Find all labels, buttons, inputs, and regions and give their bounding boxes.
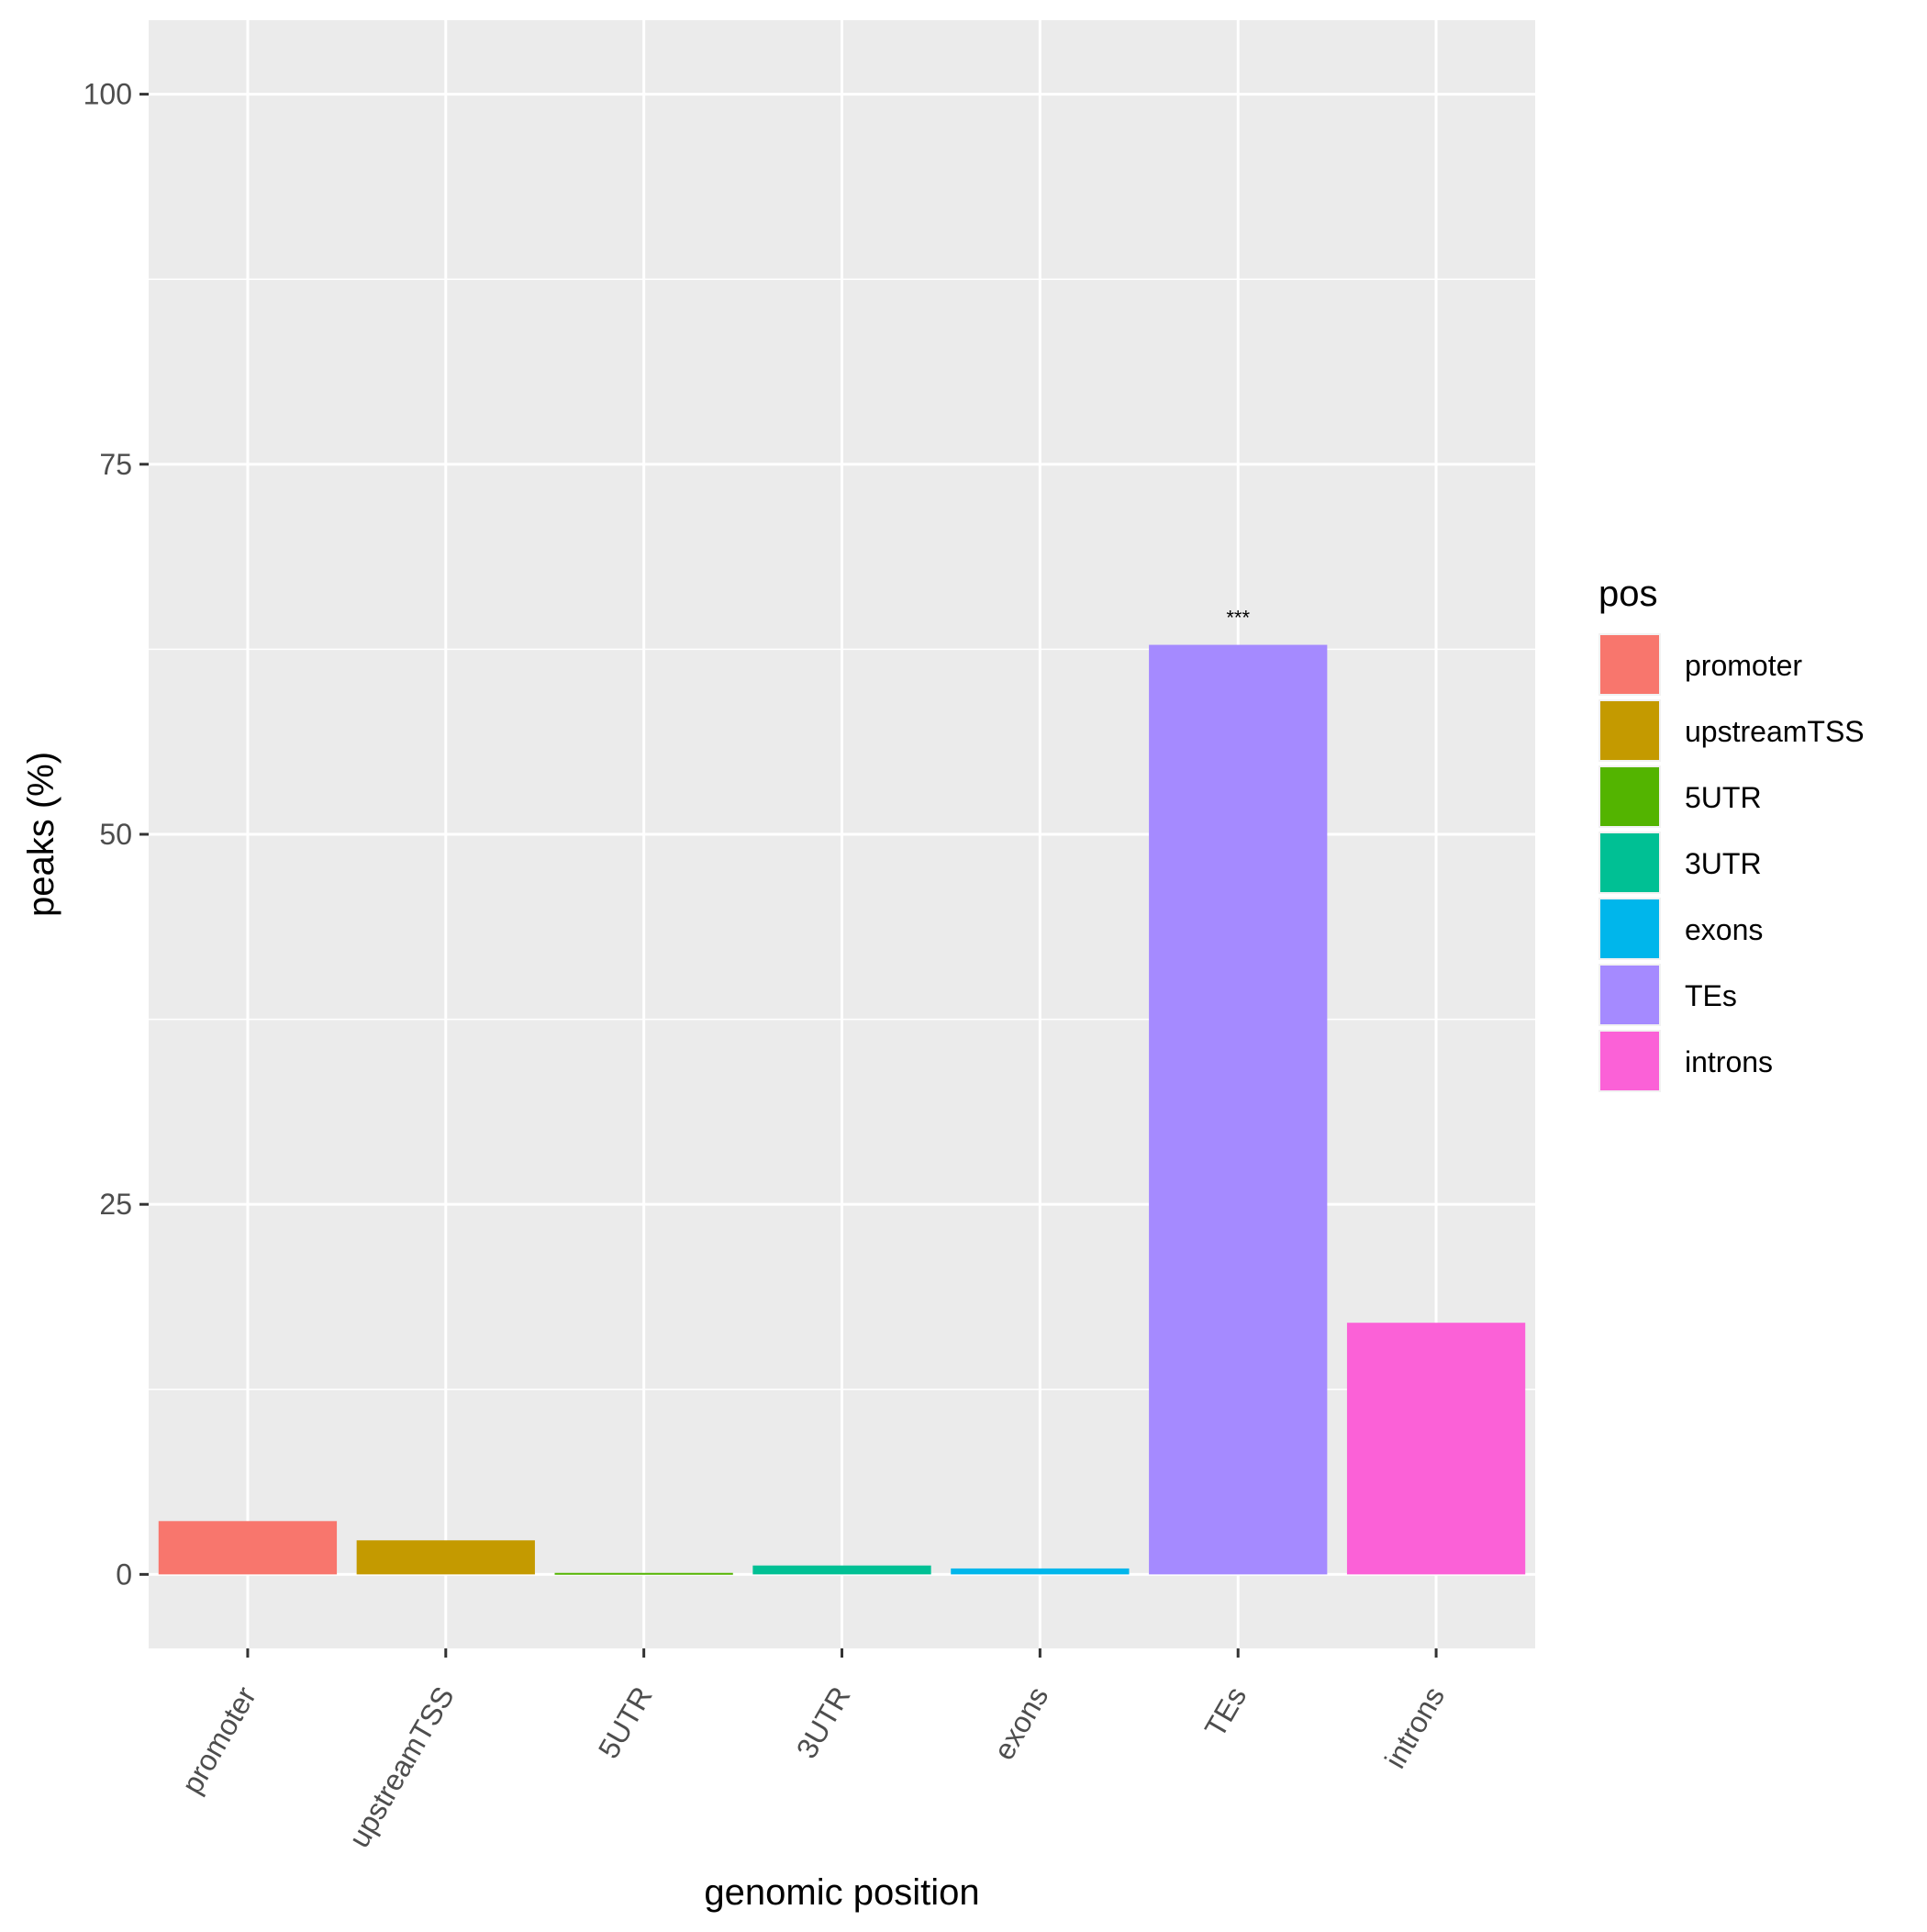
x-tick-label: TEs bbox=[1198, 1681, 1253, 1743]
bar-promoter bbox=[158, 1521, 338, 1575]
bar-TEs bbox=[1149, 644, 1328, 1575]
legend-swatch-exons bbox=[1600, 899, 1659, 958]
y-tick-label: 50 bbox=[99, 818, 132, 851]
legend-swatch-upstreamTSS bbox=[1600, 701, 1659, 760]
legend-label: 5UTR bbox=[1685, 781, 1762, 814]
legend-label: upstreamTSS bbox=[1685, 715, 1865, 748]
x-tick-label: promoter bbox=[175, 1681, 262, 1799]
x-tick-label: exons bbox=[987, 1681, 1055, 1766]
x-tick-label: upstreamTSS bbox=[342, 1681, 461, 1853]
y-tick-label: 75 bbox=[99, 448, 132, 481]
legend-swatch-3UTR bbox=[1600, 833, 1659, 892]
x-tick-label: 3UTR bbox=[790, 1681, 857, 1764]
legend-label: TEs bbox=[1685, 979, 1737, 1012]
legend-label: promoter bbox=[1685, 649, 1802, 682]
legend-swatch-5UTR bbox=[1600, 767, 1659, 826]
legend-swatch-introns bbox=[1600, 1032, 1659, 1090]
legend-label: 3UTR bbox=[1685, 847, 1762, 880]
legend-label: exons bbox=[1685, 913, 1763, 946]
y-axis-title: peaks (%) bbox=[21, 752, 61, 917]
y-tick-label: 0 bbox=[116, 1558, 132, 1591]
bar-exons bbox=[951, 1568, 1130, 1575]
legend-label: introns bbox=[1685, 1045, 1773, 1078]
bar-upstreamTSS bbox=[356, 1540, 535, 1575]
bar-5UTR bbox=[554, 1572, 733, 1575]
significance-annotation: *** bbox=[1226, 607, 1250, 630]
x-tick-label: introns bbox=[1378, 1681, 1451, 1774]
legend-swatch-TEs bbox=[1600, 966, 1659, 1024]
legend-title: pos bbox=[1598, 574, 1658, 614]
legend-swatch-promoter bbox=[1600, 635, 1659, 694]
bar-3UTR bbox=[752, 1565, 931, 1575]
bar-introns bbox=[1346, 1323, 1526, 1575]
x-axis-title: genomic position bbox=[704, 1872, 979, 1913]
x-tick-label: 5UTR bbox=[592, 1681, 659, 1764]
y-tick-label: 25 bbox=[99, 1188, 132, 1221]
y-tick-label: 100 bbox=[84, 78, 132, 111]
